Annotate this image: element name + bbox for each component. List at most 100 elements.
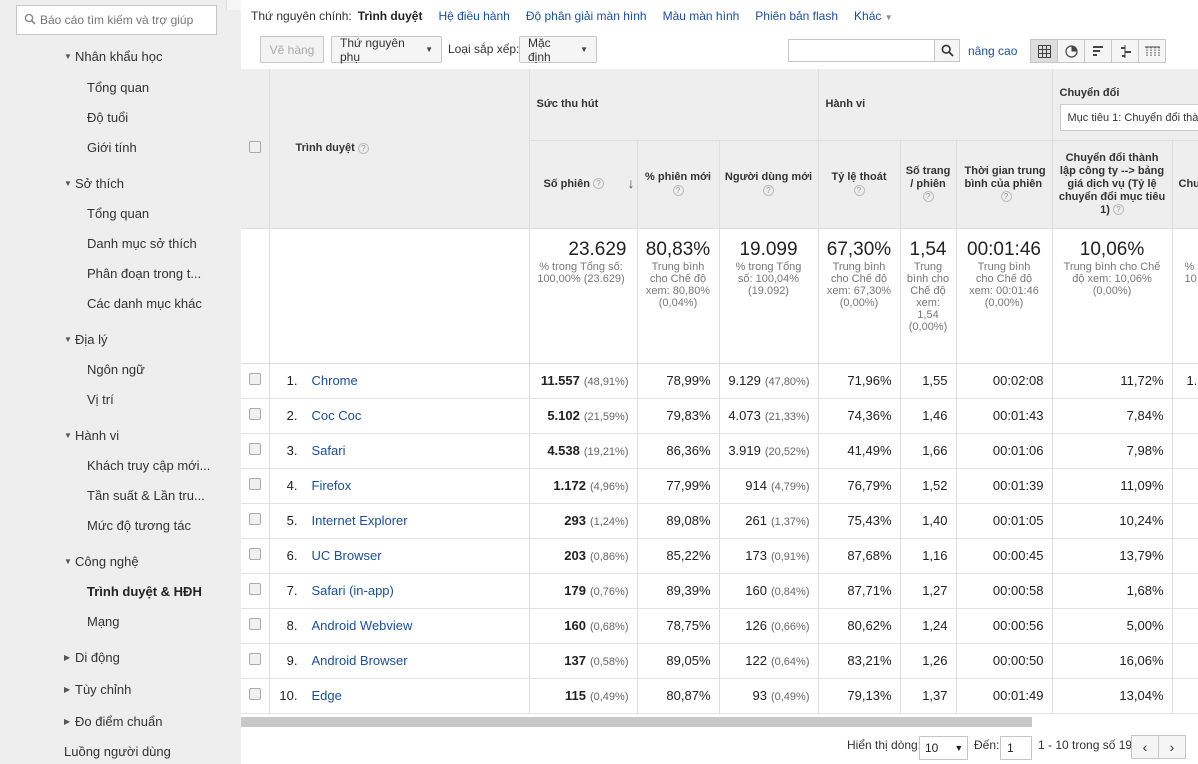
- col-pages-header[interactable]: Số trang / phiên?: [900, 140, 957, 229]
- sidebar-cat-benchmarking[interactable]: ▶ Đo điểm chuẩn: [64, 714, 162, 729]
- row-checkbox[interactable]: [248, 478, 261, 490]
- goal-select-dropdown[interactable]: Mục tiêu 1: Chuyển đổi thành: [1059, 104, 1198, 131]
- row-checkbox[interactable]: [248, 548, 261, 560]
- table-filter-input[interactable]: [788, 39, 960, 62]
- sidebar-item-engagement[interactable]: Mức độ tương tác: [87, 518, 191, 533]
- browser-link[interactable]: Safari (in-app): [311, 583, 394, 598]
- show-rows-select[interactable]: 10 ▼: [919, 736, 968, 760]
- row-checkbox[interactable]: [248, 408, 261, 420]
- view-pivot-button[interactable]: [1138, 39, 1166, 63]
- row-checkbox[interactable]: [248, 443, 261, 455]
- sidebar-item-in-market[interactable]: Phân đoạn trong t...: [87, 266, 202, 281]
- sidebar-cat-custom[interactable]: ▶ Tùy chỉnh: [64, 682, 131, 697]
- help-icon[interactable]: ?: [853, 184, 865, 196]
- view-pie-button[interactable]: [1057, 39, 1085, 63]
- sidebar-item-frequency[interactable]: Tần suất & Lần tru...: [87, 488, 205, 503]
- plot-rows-button[interactable]: Vẽ hàng: [260, 36, 324, 63]
- help-icon[interactable]: ?: [922, 191, 934, 203]
- sidebar-item-interests-overview[interactable]: Tổng quan: [87, 206, 150, 221]
- report-main: Thứ nguyên chính: Trình duyệt Hệ điều hà…: [241, 0, 1198, 764]
- browser-link[interactable]: UC Browser: [311, 548, 382, 563]
- browser-link[interactable]: Internet Explorer: [311, 513, 408, 528]
- sessions-value: 11.557: [540, 373, 580, 388]
- sidebar-cat-technology[interactable]: ▼ Công nghệ: [64, 554, 139, 569]
- total-new-users-value: 19.099: [739, 238, 798, 260]
- advanced-filter-link[interactable]: nâng cao: [968, 44, 1018, 58]
- next-page-button[interactable]: ›: [1158, 735, 1186, 759]
- col-browser-header[interactable]: Trình duyệt ?: [269, 69, 530, 229]
- col-duration-header[interactable]: Thời gian trung bình của phiên?: [956, 140, 1053, 229]
- col-conversion2-header[interactable]: Chu lậ bả (Sá mụ: [1172, 140, 1198, 229]
- browser-link[interactable]: Edge: [311, 688, 342, 703]
- sort-type-dropdown[interactable]: Mặc định ▼: [519, 36, 597, 64]
- browser-link[interactable]: Safari: [311, 443, 346, 458]
- help-icon[interactable]: ?: [1112, 204, 1124, 216]
- horizontal-scrollbar[interactable]: [241, 717, 1032, 727]
- sidebar-cat-demographics[interactable]: ▼ Nhân khẩu học: [64, 49, 162, 64]
- dimension-link-os[interactable]: Hệ điều hành: [438, 9, 510, 23]
- sidebar-item-network[interactable]: Mạng: [87, 614, 120, 629]
- col-conversion-header[interactable]: Chuyển đổi thành lập công ty --> bảng gi…: [1052, 140, 1173, 229]
- report-search-input[interactable]: [40, 13, 210, 27]
- browser-link[interactable]: Coc Coc: [311, 408, 362, 423]
- view-comparison-button[interactable]: [1111, 39, 1139, 63]
- col-new-sessions-header[interactable]: % phiên mới?: [637, 140, 720, 229]
- secondary-dimension-dropdown[interactable]: Thứ nguyên phụ ▼: [331, 36, 442, 64]
- total-bounce: 67,30% Trung bình cho Chế độ xem: 67,30% …: [818, 228, 901, 364]
- sidebar-item-users-flow[interactable]: Luồng người dùng: [64, 744, 171, 759]
- sidebar-cat-interests[interactable]: ▼ Sở thích: [64, 176, 124, 191]
- group-behavior-label: Hành vi: [825, 98, 866, 111]
- pages-cell: 1,27: [900, 573, 957, 609]
- col-new-users-header[interactable]: Người dùng mới?: [719, 140, 819, 229]
- total-conversion-sub: Trung bình cho Chế độ xem: 10,06% (0,00%…: [1063, 260, 1161, 297]
- row-checkbox[interactable]: [248, 688, 261, 700]
- sidebar-cat-behavior[interactable]: ▼ Hành vi: [64, 428, 119, 443]
- sidebar-item-affinity[interactable]: Danh mục sở thích: [87, 236, 197, 251]
- col-bounce-header[interactable]: Tỷ lệ thoát?: [818, 140, 901, 229]
- view-table-button[interactable]: [1030, 39, 1058, 63]
- sidebar-item-language[interactable]: Ngôn ngữ: [87, 362, 145, 377]
- help-icon[interactable]: ?: [763, 184, 774, 196]
- sidebar-item-browser-os[interactable]: Trình duyệt & HĐH: [87, 584, 202, 599]
- row-checkbox[interactable]: [248, 618, 261, 630]
- col-pages-label: Số trang / phiên: [905, 164, 951, 190]
- help-icon[interactable]: ?: [593, 178, 605, 190]
- row-checkbox-cell: [241, 433, 270, 469]
- new-users-pct: (0,91%): [770, 551, 810, 563]
- sessions-pct: (0,76%): [589, 586, 629, 598]
- row-checkbox[interactable]: [248, 653, 261, 665]
- dimension-link-flash[interactable]: Phiên bản flash: [755, 9, 839, 23]
- browser-link[interactable]: Android Browser: [311, 653, 408, 668]
- view-bar-button[interactable]: [1084, 39, 1112, 63]
- col-sessions-header[interactable]: Số phiên ? ↓: [529, 140, 638, 229]
- sidebar-item-location[interactable]: Vị trí: [87, 392, 114, 407]
- sidebar-item-age[interactable]: Độ tuổi: [87, 110, 129, 125]
- prev-page-button[interactable]: ‹: [1131, 735, 1159, 759]
- table-filter-search-button[interactable]: [934, 39, 960, 62]
- sidebar-item-overview[interactable]: Tổng quan: [87, 80, 150, 95]
- dimension-link-resolution[interactable]: Độ phân giải màn hình: [525, 9, 647, 23]
- sessions-cell: 11.557 (48,91%): [529, 363, 638, 399]
- sidebar-item-other-categories[interactable]: Các danh mục khác: [87, 296, 202, 311]
- row-checkbox[interactable]: [248, 373, 261, 385]
- browser-link[interactable]: Firefox: [311, 478, 352, 493]
- help-icon[interactable]: ?: [357, 142, 369, 154]
- sessions-cell: 1.172 (4,96%): [529, 468, 638, 504]
- goto-input[interactable]: 1: [1000, 736, 1032, 760]
- sidebar-item-new-returning[interactable]: Khách truy cập mới...: [87, 458, 211, 473]
- dimension-more-dropdown[interactable]: Khác ▼: [854, 9, 893, 23]
- row-checkbox[interactable]: [248, 513, 261, 525]
- browser-link[interactable]: Chrome: [311, 373, 358, 388]
- help-icon[interactable]: ?: [1000, 191, 1012, 203]
- help-icon[interactable]: ?: [672, 184, 684, 196]
- row-checkbox[interactable]: [248, 583, 261, 595]
- sidebar-scrollbar[interactable]: [226, 0, 241, 10]
- sidebar-cat-mobile[interactable]: ▶ Di động: [64, 650, 120, 665]
- dimension-link-colors[interactable]: Màu màn hình: [662, 9, 740, 23]
- sidebar-cat-geo[interactable]: ▼ Địa lý: [64, 332, 108, 347]
- sessions-cell: 160 (0,68%): [529, 608, 638, 644]
- report-search-box[interactable]: [16, 5, 217, 35]
- browser-link[interactable]: Android Webview: [311, 618, 413, 633]
- sidebar-item-gender[interactable]: Giới tính: [87, 140, 137, 155]
- select-all-checkbox[interactable]: [248, 140, 261, 153]
